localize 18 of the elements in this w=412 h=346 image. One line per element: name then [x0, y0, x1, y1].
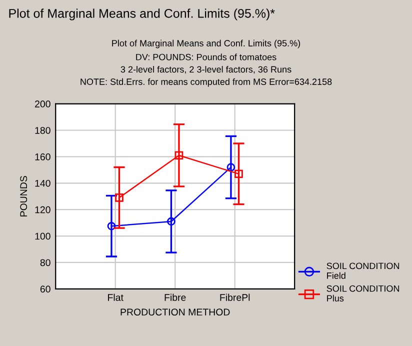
- y-tick-label: 80: [40, 259, 50, 266]
- chart-title: Plot of Marginal Means and Conf. Limits (95.%): [112, 40, 300, 48]
- x-tick-label: Flat: [108, 294, 124, 301]
- y-tick-label: 120: [35, 206, 50, 214]
- legend-label: SOIL CONDITION Plus: [326, 285, 400, 302]
- y-tick-label: 100: [35, 232, 50, 240]
- y-tick-label: 200: [35, 100, 50, 108]
- y-tick-label: 140: [35, 180, 50, 187]
- x-tick-label: FibrePl: [220, 294, 250, 301]
- chart-subtitle: DV: POUNDS: Pounds of tomatoes 3 2-level factors, 2 3-level factors, 36 Runs NOTE: Std.Errs. for means computed from MS Error=634.2158: [80, 54, 332, 87]
- y-tick-label: 180: [35, 126, 50, 134]
- legend-label: SOIL CONDITION Field: [326, 262, 400, 279]
- y-axis-title: POUNDS: [20, 176, 28, 216]
- y-tick-label: 60: [40, 286, 50, 293]
- x-tick-label: Fibre: [164, 294, 186, 301]
- text: Plot of Marginal Means and Conf. Limits (95.%)*: [9, 8, 275, 20]
- x-axis-title: PRODUCTION METHOD: [120, 308, 230, 316]
- y-tick-label: 160: [35, 153, 50, 160]
